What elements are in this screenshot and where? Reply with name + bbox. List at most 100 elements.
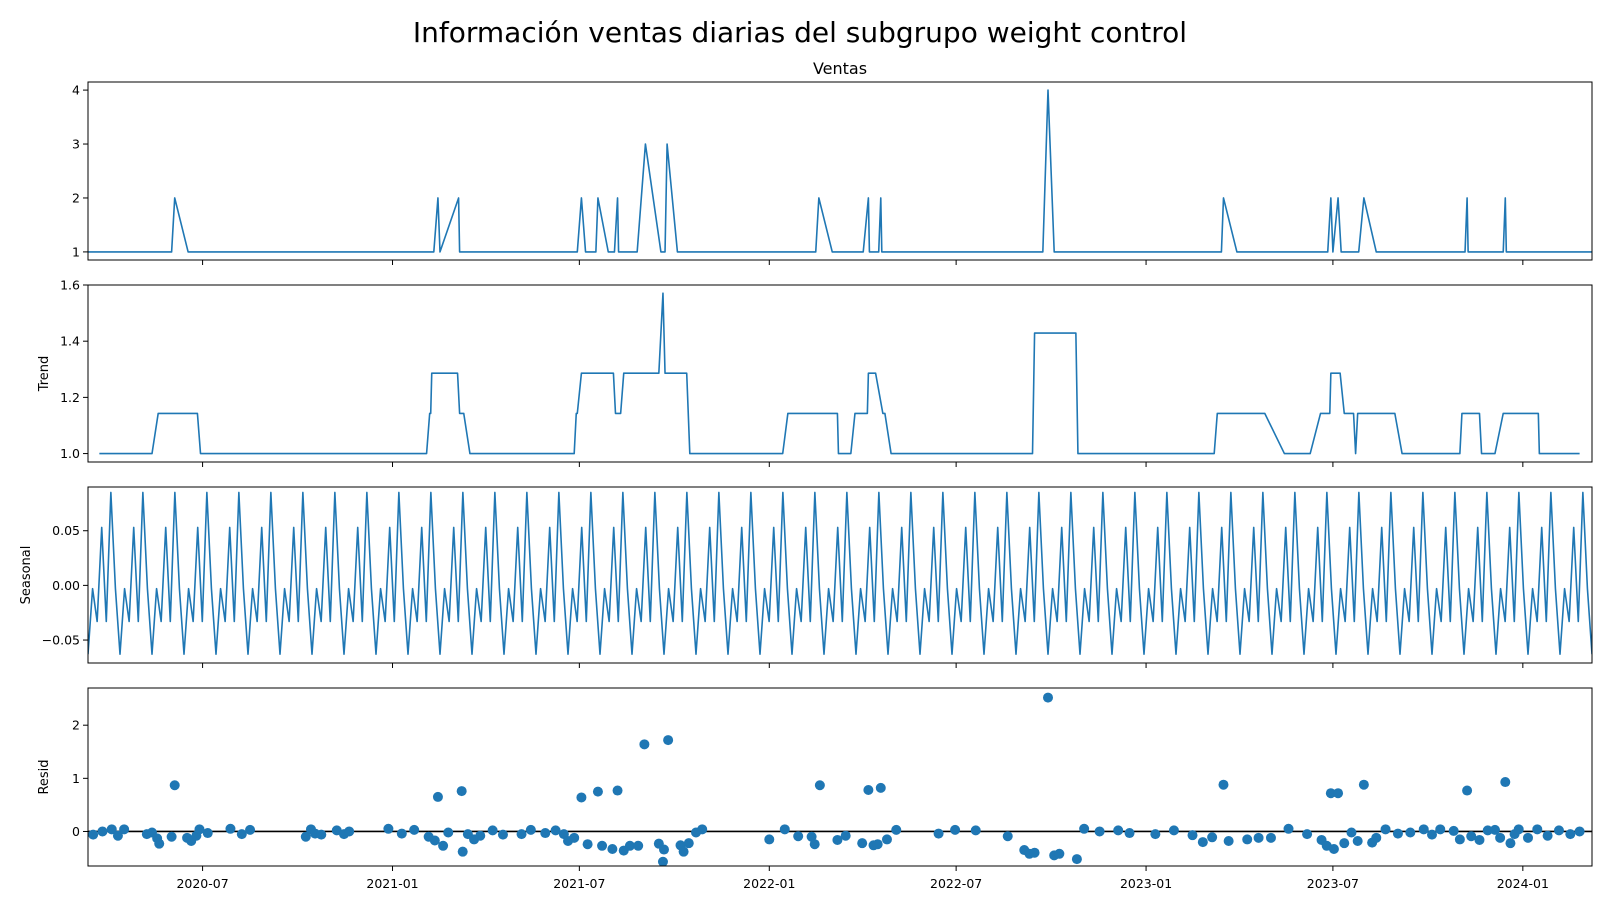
axes-frame (87, 81, 1593, 261)
y-tick-label: 1 (72, 771, 80, 786)
resid-point (1448, 825, 1459, 836)
resid-point (550, 825, 561, 836)
resid-point (793, 831, 804, 842)
resid-point (438, 840, 449, 851)
resid-point (1418, 824, 1429, 835)
y-axis-label: Resid (37, 759, 52, 794)
resid-point (1002, 831, 1013, 842)
resid-point (106, 824, 117, 835)
x-tick-label: 2024-01 (1497, 876, 1549, 891)
x-tick-label: 2023-01 (1120, 876, 1172, 891)
resid-point (1392, 828, 1403, 839)
ventas-panel: 1 2 3 4 Ventas (72, 59, 1593, 265)
resid-point (633, 840, 644, 851)
resid-point (1333, 788, 1344, 799)
resid-point (678, 846, 689, 857)
x-tick-label: 2022-07 (930, 876, 982, 891)
resid-point (657, 856, 668, 866)
resid-point (236, 829, 247, 840)
panel-title: Ventas (813, 59, 867, 78)
resid-point (1565, 829, 1576, 840)
y-tick-label: 0 (72, 824, 80, 839)
resid-point (612, 785, 623, 796)
resid-point (569, 832, 580, 843)
resid-point (1187, 830, 1198, 841)
resid-point (1094, 826, 1105, 837)
resid-point (457, 846, 468, 857)
resid-point (497, 829, 508, 840)
resid-point (1574, 826, 1585, 837)
resid-point (863, 785, 874, 796)
y-tick-label: 2 (72, 190, 80, 205)
resid-point (881, 834, 892, 845)
resid-point (814, 780, 825, 791)
resid-point (809, 839, 820, 850)
resid-point (487, 825, 498, 836)
resid-point (344, 826, 355, 837)
resid-point (540, 828, 551, 839)
resid-point (516, 829, 527, 840)
series-line (99, 292, 1580, 455)
resid-point (697, 824, 708, 835)
resid-point (1495, 832, 1506, 843)
resid-point (624, 840, 635, 851)
y-axis-label: Seasonal (19, 546, 34, 605)
resid-point (119, 824, 130, 835)
plot-area (88, 692, 1592, 866)
resid-point (456, 786, 467, 797)
resid-point (779, 824, 790, 835)
resid-point (857, 838, 868, 849)
resid-point (1358, 779, 1369, 790)
resid-panel: 0 1 2 2020-07 2021-01 2021-07 2022-01 2022-07 20… (37, 687, 1593, 891)
resid-point (1071, 854, 1082, 865)
resid-point (1513, 824, 1524, 835)
resid-point (607, 843, 618, 854)
resid-point (1265, 832, 1276, 843)
resid-point (659, 844, 669, 855)
y-tick-label: 1.2 (60, 390, 80, 405)
y-tick-label: 2 (72, 718, 80, 733)
resid-point (1168, 825, 1179, 836)
axes-frame (87, 687, 1593, 867)
y-tick-label: −0.05 (42, 633, 80, 648)
resid-point (396, 828, 407, 839)
resid-point (1352, 836, 1363, 847)
plot-area (99, 292, 1580, 455)
resid-point (154, 838, 165, 849)
resid-point (1454, 834, 1465, 845)
resid-point (1150, 829, 1161, 840)
resid-point (1328, 843, 1339, 854)
resid-point (225, 823, 236, 834)
resid-point (1346, 827, 1357, 838)
y-tick-label: 1.6 (60, 278, 80, 293)
resid-point (872, 839, 883, 850)
series-line (88, 89, 1592, 253)
resid-point (1253, 832, 1264, 843)
resid-point (1113, 825, 1124, 836)
resid-point (1466, 831, 1477, 842)
x-tick-label: 2022-01 (743, 876, 795, 891)
y-tick-label: 0.00 (52, 578, 80, 593)
resid-point (1523, 832, 1533, 843)
resid-point (525, 824, 536, 835)
resid-point (1532, 824, 1543, 835)
resid-point (1325, 788, 1336, 799)
x-tick-label: 2023-07 (1307, 876, 1359, 891)
y-tick-label: 3 (72, 137, 80, 152)
resid-point (933, 828, 944, 839)
resid-point (1054, 848, 1065, 859)
resid-point (576, 792, 587, 803)
resid-point (1029, 847, 1040, 858)
resid-point (1427, 829, 1437, 840)
resid-point (1242, 834, 1253, 845)
x-tick-label: 2021-01 (366, 876, 418, 891)
resid-point (1474, 834, 1485, 845)
resid-point (97, 826, 108, 837)
resid-point (169, 780, 180, 791)
y-axis-label: Trend (37, 356, 52, 393)
axes-frame (87, 486, 1593, 664)
resid-point (1553, 825, 1564, 836)
resid-point (202, 828, 213, 839)
y-tick-label: 0.05 (52, 523, 80, 538)
